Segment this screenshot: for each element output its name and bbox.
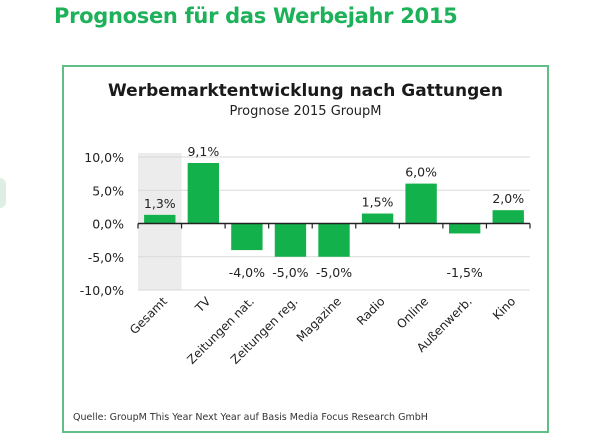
side-decoration [0, 178, 6, 208]
data-label: 2,0% [492, 191, 524, 206]
data-label: 1,5% [362, 195, 394, 210]
x-tick-label: Gesamt [127, 294, 170, 337]
data-label: 1,3% [144, 196, 176, 211]
bar-magazine [318, 223, 350, 257]
y-tick-label: -10,0% [80, 283, 124, 298]
source-note: Quelle: GroupM This Year Next Year auf B… [73, 412, 428, 423]
x-tick-label: TV [192, 294, 214, 316]
bar-chart: 10,0% 5,0% 0,0% -5,0% -10,0% 1,3% 9,1% -4,0% -5,… [80, 144, 531, 367]
y-tick-label: -5,0% [88, 250, 124, 265]
x-tick-label: Online [394, 294, 431, 331]
data-label: -1,5% [447, 265, 483, 280]
y-tick-label: 10,0% [84, 150, 124, 165]
y-tick-label: 5,0% [92, 183, 124, 198]
bar-zeitungen-reg- [274, 223, 307, 257]
bar-tv [187, 162, 220, 224]
chart-frame: Werbemarktentwicklung nach Gattungen Pro… [62, 65, 549, 433]
bar-zeitungen-nat- [231, 223, 263, 251]
bar-gesamt [144, 214, 176, 224]
data-label: 9,1% [187, 144, 219, 159]
x-tick-label: Kino [490, 294, 518, 322]
data-label: -4,0% [229, 265, 265, 280]
y-tick-label: 0,0% [92, 217, 124, 232]
data-label: -5,0% [316, 265, 352, 280]
bar-kino [492, 210, 524, 224]
chart-subtitle: Prognose 2015 GroupM [229, 104, 382, 119]
x-tick-label: Magazine [294, 294, 344, 344]
bar-au-enwerb- [448, 223, 481, 234]
chart-title: Werbemarktentwicklung nach Gattungen [108, 81, 503, 101]
data-label: -5,0% [272, 265, 308, 280]
data-label: 6,0% [405, 165, 437, 180]
x-tick-label: Radio [354, 294, 388, 328]
bar-online [405, 183, 437, 224]
bar-radio [361, 213, 394, 224]
page-title: Prognosen für das Werbejahr 2015 [54, 4, 458, 28]
